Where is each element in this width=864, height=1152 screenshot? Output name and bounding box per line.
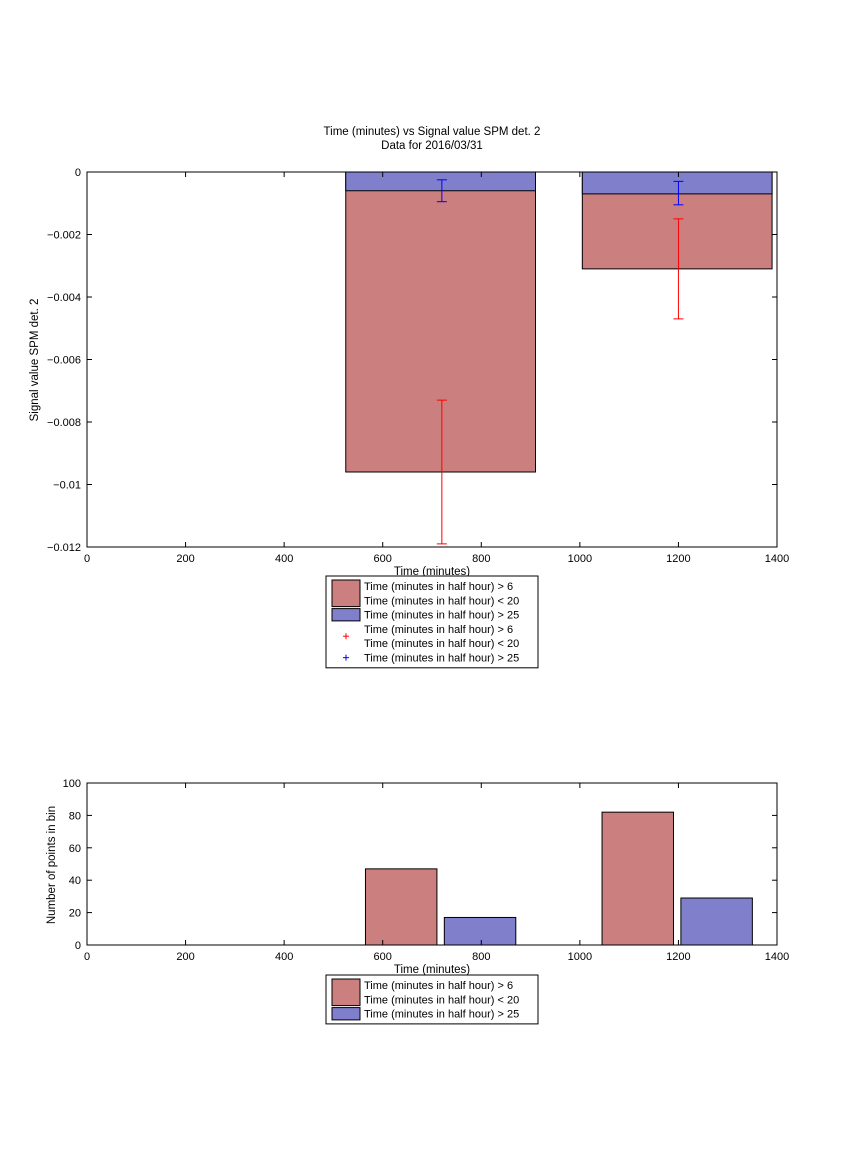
count-legend-label: Time (minutes in half hour) > 6: [364, 980, 513, 992]
count-xtick-label: 0: [84, 951, 90, 963]
signal-legend-label: Time (minutes in half hour) > 25: [364, 653, 519, 665]
count-xtick-label: 800: [472, 951, 490, 963]
signal-xtick-label: 800: [472, 553, 490, 565]
signal-ytick-label: −0.002: [47, 230, 81, 242]
count-ytick-label: 60: [69, 843, 81, 855]
signal-legend-marker-2: [343, 633, 349, 640]
signal-legend-label: Time (minutes in half hour) > 6: [364, 581, 513, 593]
signal-xtick-label: 1000: [568, 553, 592, 565]
signal-legend-label: Time (minutes in half hour) > 25: [364, 610, 519, 622]
signal-plot-xlabel: Time (minutes): [394, 566, 470, 578]
count-plot-xlabel: Time (minutes): [394, 964, 470, 976]
count-xtick-label: 1000: [568, 951, 592, 963]
count-legend-swatch-1: [331, 1007, 361, 1021]
count-xtick-label: 400: [275, 951, 293, 963]
chart-title: Time (minutes) vs Signal value SPM det. …: [324, 126, 541, 138]
count-bar-0: [364, 868, 438, 946]
signal-legend-label: Time (minutes in half hour) < 20: [364, 638, 519, 650]
signal-ytick-label: −0.012: [47, 542, 81, 554]
count-ytick-label: 80: [69, 810, 81, 822]
signal-xtick-label: 1200: [666, 553, 690, 565]
count-plot-ylabel: Number of points in bin: [46, 806, 58, 924]
signal-bar-3: [581, 171, 773, 195]
signal-ytick-label: −0.008: [47, 417, 81, 429]
signal-ytick-label: −0.006: [47, 355, 81, 367]
signal-legend-swatch-0: [331, 579, 361, 608]
count-axes-box: [86, 782, 778, 946]
signal-errorbar-2: [673, 218, 684, 320]
signal-errorbar-3: [673, 180, 684, 206]
signal-ytick-label: −0.01: [53, 480, 81, 492]
signal-plot: 0 200 400 600 800 1000 1200 1400 0 −0.002 −0.004 −0…: [47, 167, 789, 565]
signal-legend-swatch-1: [331, 608, 361, 622]
count-plot-legend: Time (minutes in half hour) > 6 Time (min…: [325, 974, 539, 1025]
count-legend-swatch-0: [331, 978, 361, 1007]
signal-legend-label: Time (minutes in half hour) > 6: [364, 624, 513, 636]
signal-ytick-label: −0.004: [47, 292, 81, 304]
count-legend-label: Time (minutes in half hour) < 20: [364, 994, 519, 1006]
signal-errorbar-0: [436, 399, 447, 545]
count-xtick-label: 600: [374, 951, 392, 963]
count-ytick-label: 40: [69, 875, 81, 887]
signal-legend-marker-3: [343, 654, 349, 661]
count-ytick-label: 20: [69, 908, 81, 920]
signal-ytick-label: 0: [75, 167, 81, 179]
signal-legend-label: Time (minutes in half hour) < 20: [364, 595, 519, 607]
signal-xtick-label: 400: [275, 553, 293, 565]
signal-plot-legend: Time (minutes in half hour) > 6 Time (min…: [325, 575, 539, 669]
signal-errorbar-1: [436, 179, 447, 203]
count-bar-3: [680, 897, 753, 946]
count-ytick-label: 100: [63, 778, 81, 790]
signal-bar-1: [345, 171, 536, 192]
count-xtick-label: 200: [176, 951, 194, 963]
count-legend-box: [325, 974, 539, 1025]
count-ytick-label: 0: [75, 940, 81, 952]
count-xtick-label: 1200: [666, 951, 690, 963]
signal-xtick-label: 200: [176, 553, 194, 565]
signal-xtick-label: 0: [84, 553, 90, 565]
signal-xtick-label: 600: [374, 553, 392, 565]
count-bar-2: [601, 811, 674, 946]
count-bar-1: [443, 916, 517, 946]
count-legend-label: Time (minutes in half hour) > 25: [364, 1009, 519, 1021]
count-xtick-label: 1400: [765, 951, 789, 963]
signal-bar-0: [345, 171, 536, 473]
signal-xtick-label: 1400: [765, 553, 789, 565]
signal-legend-box: [325, 575, 539, 669]
signal-plot-ylabel: Signal value SPM det. 2: [29, 299, 41, 422]
chart-subtitle: Data for 2016/03/31: [381, 140, 483, 152]
